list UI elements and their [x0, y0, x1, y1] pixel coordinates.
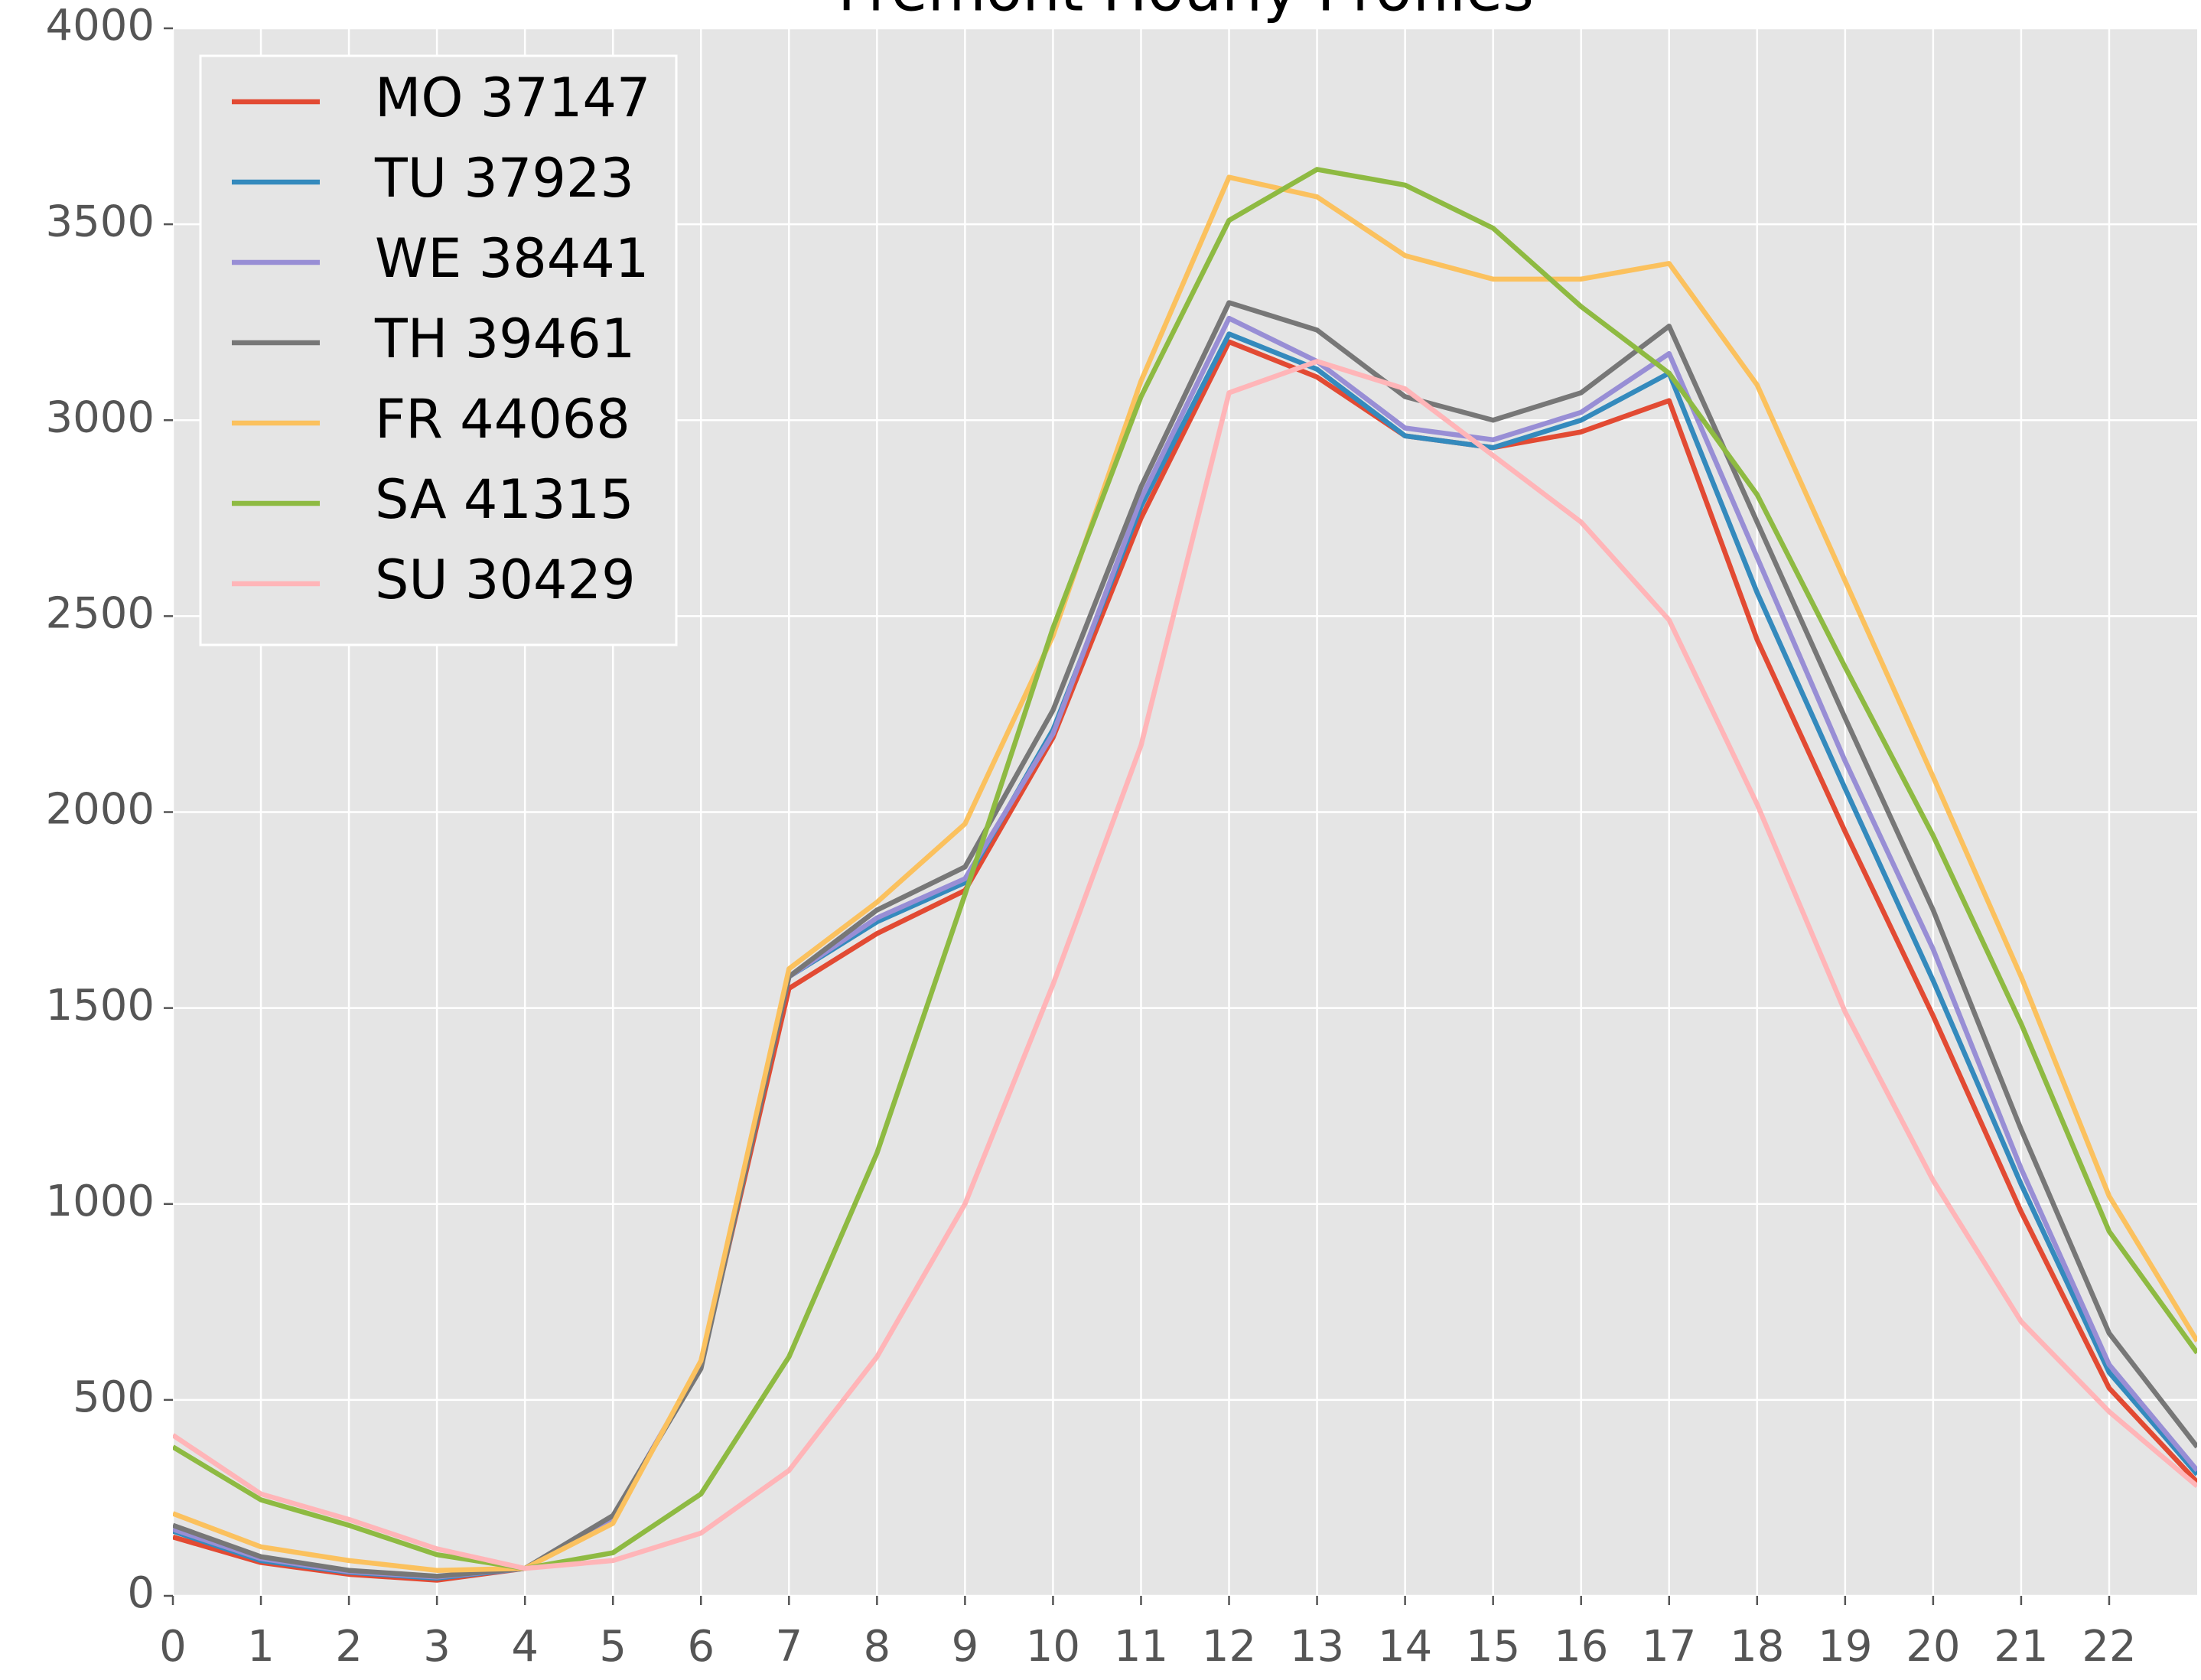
- x-tick-label: 11: [1114, 1622, 1168, 1672]
- legend-label: FR 44068: [375, 388, 630, 451]
- x-tick-label: 14: [1378, 1622, 1432, 1672]
- x-tick-label: 5: [599, 1622, 627, 1672]
- x-tick-label: 9: [952, 1622, 979, 1672]
- legend-box: [199, 54, 678, 646]
- y-tick-label: 1500: [45, 981, 155, 1030]
- x-tick-label: 10: [1026, 1622, 1080, 1672]
- y-tick-label: 3000: [45, 392, 155, 442]
- legend: MO 37147 TU 37923 WE 38441 TH 39461 FR 44068…: [199, 54, 678, 646]
- legend-label: TU 37923: [374, 147, 634, 210]
- x-tick-label: 13: [1290, 1622, 1344, 1672]
- x-tick-label: 0: [159, 1622, 187, 1672]
- legend-label: SA 41315: [375, 468, 634, 531]
- x-tick-label: 8: [864, 1622, 891, 1672]
- x-tick-label: 15: [1466, 1622, 1520, 1672]
- lines: [173, 167, 2197, 1583]
- x-tick-label: 17: [1642, 1622, 1696, 1672]
- series-line: [173, 174, 2197, 1573]
- legend-label: WE 38441: [375, 227, 649, 290]
- x-tick-label: 12: [1202, 1622, 1256, 1672]
- y-tick-label: 4000: [45, 1, 155, 50]
- chart-title: Fremont Hourly Profiles: [838, 0, 1534, 24]
- x-tick-label: 19: [1818, 1622, 1872, 1672]
- x-tick-label: 3: [423, 1622, 451, 1672]
- x-tick-label: 22: [2082, 1622, 2136, 1672]
- x-tick-label: 2: [335, 1622, 363, 1672]
- y-tick-label: 500: [73, 1372, 155, 1422]
- x-tick-label: 6: [687, 1622, 715, 1672]
- y-tick-label: 2500: [45, 589, 155, 639]
- y-tick-label: 0: [127, 1568, 155, 1618]
- series-line: [173, 359, 2197, 1571]
- legend-label: MO 37147: [375, 67, 650, 129]
- x-tick-label: 7: [775, 1622, 803, 1672]
- legend-label: TH 39461: [374, 308, 635, 370]
- legend-label: SU 30429: [375, 549, 636, 611]
- x-tick-label: 1: [247, 1622, 275, 1672]
- x-tick-label: 18: [1730, 1622, 1784, 1672]
- x-tick-label: 4: [511, 1622, 539, 1672]
- x-tick-label: 16: [1554, 1622, 1608, 1672]
- y-tick-label: 3500: [45, 197, 155, 246]
- y-tick-label: 2000: [45, 785, 155, 835]
- y-tick-label: 1000: [45, 1177, 155, 1226]
- x-tick-label: 21: [1994, 1622, 2048, 1672]
- x-tick-label: 20: [1906, 1622, 1960, 1672]
